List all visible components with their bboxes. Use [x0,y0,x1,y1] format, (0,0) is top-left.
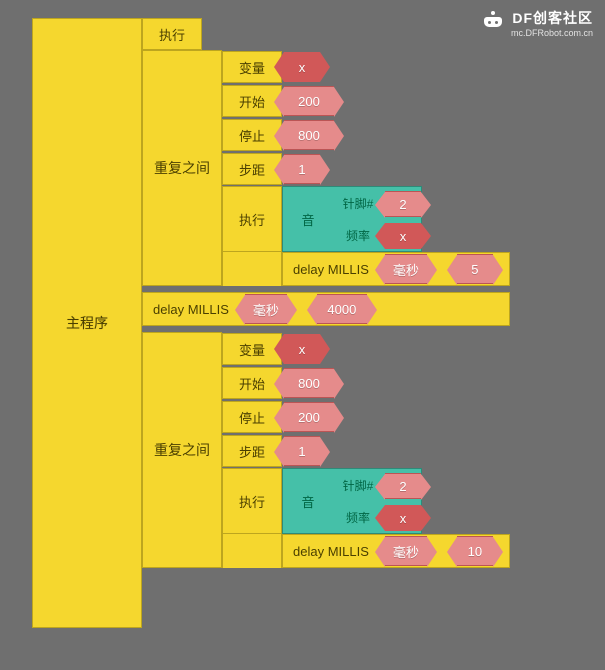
mid-delay-value[interactable]: 4000 [317,294,367,324]
delay-label: delay MILLIS [293,262,369,277]
loop2-tone-pin[interactable]: 2 [385,473,421,499]
tone-label: 音 [283,187,333,251]
loop1-step[interactable]: 1 [284,154,320,184]
loop1-stop[interactable]: 800 [284,120,334,150]
loop1-tone-freq[interactable]: x [385,223,421,249]
main-program-block[interactable]: 主程序 执行 重复之间 变量x 开始200 停止800 步距1 执行 音 [32,18,605,628]
param-exec-label: 执行 [222,468,282,534]
loop1-var[interactable]: x [284,52,320,82]
delay-label: delay MILLIS [293,544,369,559]
tone-block-2[interactable]: 音 针脚#2 频率x [282,468,422,534]
loop1-tone-pin[interactable]: 2 [385,191,421,217]
delay-unit: 毫秒 [393,260,419,279]
loop2-delay-block[interactable]: delay MILLIS 毫秒 10 [282,534,510,568]
tone-block-1[interactable]: 音 针脚#2 频率x [282,186,422,252]
loop2-start[interactable]: 800 [284,368,334,398]
param-step-label: 步距 [222,153,282,185]
delay-label: delay MILLIS [153,302,229,317]
delay-unit: 毫秒 [253,300,279,319]
param-exec-label: 执行 [222,186,282,252]
loop-block-2[interactable]: 重复之间 变量x 开始800 停止200 步距1 执行 音 针脚#2 频率x [142,332,510,568]
loop1-delay-block[interactable]: delay MILLIS 毫秒 5 [282,252,510,286]
mid-delay-block[interactable]: delay MILLIS 毫秒 4000 [142,292,510,326]
loop2-delay-value[interactable]: 10 [457,536,493,566]
block-workspace: 主程序 执行 重复之间 变量x 开始200 停止800 步距1 执行 音 [0,0,605,628]
param-start-label: 开始 [222,85,282,117]
loop2-step[interactable]: 1 [284,436,320,466]
loop2-var[interactable]: x [284,334,320,364]
loop-label: 重复之间 [142,50,222,286]
param-var-label: 变量 [222,333,282,365]
exec-label: 执行 [142,18,202,50]
delay-unit: 毫秒 [393,542,419,561]
tone-label: 音 [283,469,333,533]
param-start-label: 开始 [222,367,282,399]
loop2-tone-freq[interactable]: x [385,505,421,531]
loop1-delay-value[interactable]: 5 [457,254,493,284]
loop2-stop[interactable]: 200 [284,402,334,432]
param-stop-label: 停止 [222,119,282,151]
param-stop-label: 停止 [222,401,282,433]
main-program-label: 主程序 [32,18,142,628]
param-var-label: 变量 [222,51,282,83]
loop1-start[interactable]: 200 [284,86,334,116]
loop-block-1[interactable]: 重复之间 变量x 开始200 停止800 步距1 执行 音 针脚#2 频率x [142,50,510,286]
param-step-label: 步距 [222,435,282,467]
loop-label: 重复之间 [142,332,222,568]
